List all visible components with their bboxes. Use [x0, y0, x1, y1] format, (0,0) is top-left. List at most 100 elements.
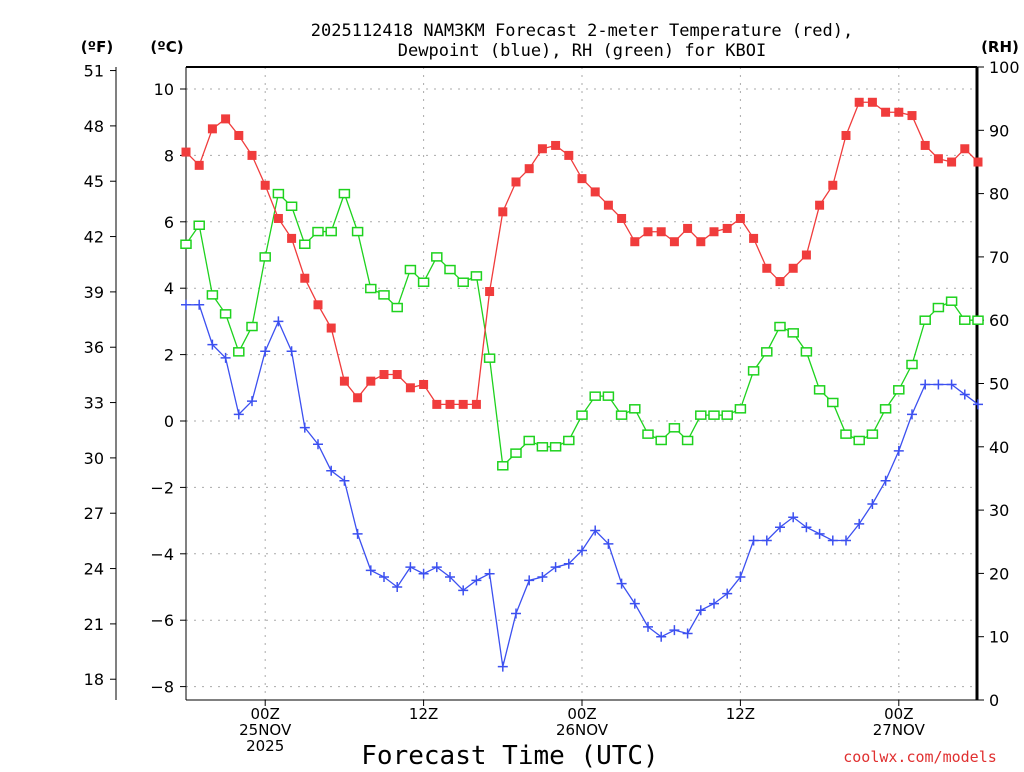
temperature-point — [247, 150, 257, 160]
temperature-point — [405, 383, 415, 393]
temperature-point — [643, 227, 653, 237]
temperature-point — [947, 157, 957, 167]
rh-point — [391, 302, 403, 313]
rh-point — [536, 442, 549, 452]
rh-point — [510, 448, 522, 458]
fahrenheit-tick-label: 45 — [84, 172, 104, 191]
temperature-point — [300, 273, 310, 283]
rh-point — [681, 435, 694, 446]
dewpoint-point — [854, 518, 865, 529]
dewpoint-point — [445, 572, 455, 583]
temperature-point — [353, 393, 363, 403]
dewpoint-point — [959, 389, 970, 400]
rh-tick-label: 70 — [989, 248, 1009, 267]
fahrenheit-tick-label: 21 — [84, 615, 104, 634]
temperature-point — [894, 107, 904, 117]
temperature-point — [577, 174, 587, 184]
temperature-point — [801, 250, 811, 260]
rh-point — [206, 290, 219, 300]
dewpoint-point — [484, 568, 495, 579]
celsius-tick-label: 10 — [154, 80, 174, 99]
series-layer — [180, 97, 984, 672]
dewpoint-point — [695, 605, 706, 616]
dewpoint-point — [365, 565, 376, 576]
rh-point — [576, 410, 588, 420]
rh-point — [259, 252, 271, 262]
temperature-point — [788, 263, 798, 273]
dewpoint-point — [629, 598, 640, 609]
rh-point — [708, 410, 720, 420]
temperature-point — [709, 227, 719, 237]
rh-point — [457, 277, 469, 287]
temperature-point — [920, 140, 930, 150]
dewpoint-point — [326, 465, 337, 476]
temperature-point — [564, 150, 574, 160]
celsius-tick-label: −2 — [150, 478, 174, 497]
dewpoint-point — [973, 399, 983, 410]
temperature-point — [419, 379, 429, 389]
dewpoint-point — [260, 346, 271, 357]
x-tick-label: 12Z — [726, 705, 755, 723]
dewpoint-point — [313, 439, 323, 450]
temperature-point — [524, 164, 534, 174]
rh-point — [734, 404, 747, 414]
temperature-point — [867, 97, 877, 107]
fahrenheit-tick-label: 36 — [84, 338, 104, 357]
temperature-point — [379, 370, 389, 380]
dewpoint-point — [788, 512, 799, 523]
temperature-point — [234, 130, 244, 140]
dewpoint-point — [801, 522, 812, 533]
dewpoint-point — [194, 299, 205, 310]
temperature-point — [696, 237, 706, 247]
rh-point — [470, 271, 483, 281]
rh-point — [523, 435, 535, 446]
rh-point — [959, 315, 971, 325]
rh-point — [879, 404, 892, 414]
credit-text: coolwx.com/models — [843, 748, 997, 766]
temperature-point — [881, 107, 891, 117]
dewpoint-point — [181, 299, 191, 310]
x-axis-label: Forecast Time (UTC) — [361, 741, 658, 768]
rh-point — [761, 347, 773, 357]
temperature-point — [960, 144, 970, 154]
rh-point — [945, 296, 958, 306]
rh-point — [642, 429, 654, 439]
temperature-point — [669, 237, 679, 247]
rh-point — [312, 226, 324, 237]
temperature-point — [907, 111, 917, 121]
chart-title-line1: 2025112418 NAM3KM Forecast 2-meter Tempe… — [311, 21, 853, 41]
temperature-point — [828, 180, 838, 190]
dewpoint-point — [339, 475, 350, 486]
rh-point — [417, 277, 430, 287]
rh-point — [827, 397, 839, 408]
dewpoint-point — [524, 575, 535, 586]
rh-point — [338, 188, 351, 199]
rh-tick-label: 80 — [989, 185, 1009, 204]
fahrenheit-unit-label: (ºF) — [81, 38, 113, 56]
temperature-point — [498, 207, 508, 217]
celsius-tick-label: 0 — [164, 412, 174, 431]
x-tick-label: 2025 — [246, 737, 284, 755]
temperature-point — [854, 97, 864, 107]
rh-point — [351, 226, 364, 237]
rh-point — [840, 429, 852, 439]
fahrenheit-tick-label: 42 — [84, 228, 104, 247]
rh-point — [721, 410, 733, 420]
rh-point — [404, 264, 417, 275]
rh-point — [378, 290, 390, 300]
dewpoint-point — [643, 621, 653, 632]
dewpoint-point — [418, 568, 429, 579]
rh-point — [893, 385, 905, 395]
rh-point — [787, 328, 799, 338]
celsius-tick-label: −8 — [150, 678, 174, 697]
temperature-point — [471, 399, 481, 409]
temperature-point — [617, 213, 627, 223]
rh-point — [325, 226, 337, 237]
temperature-point — [273, 213, 283, 223]
rh-point — [602, 391, 615, 401]
celsius-unit-label: (ºC) — [150, 38, 183, 56]
dewpoint-point — [682, 628, 693, 639]
rh-point — [919, 315, 931, 325]
rh-point — [668, 423, 681, 433]
